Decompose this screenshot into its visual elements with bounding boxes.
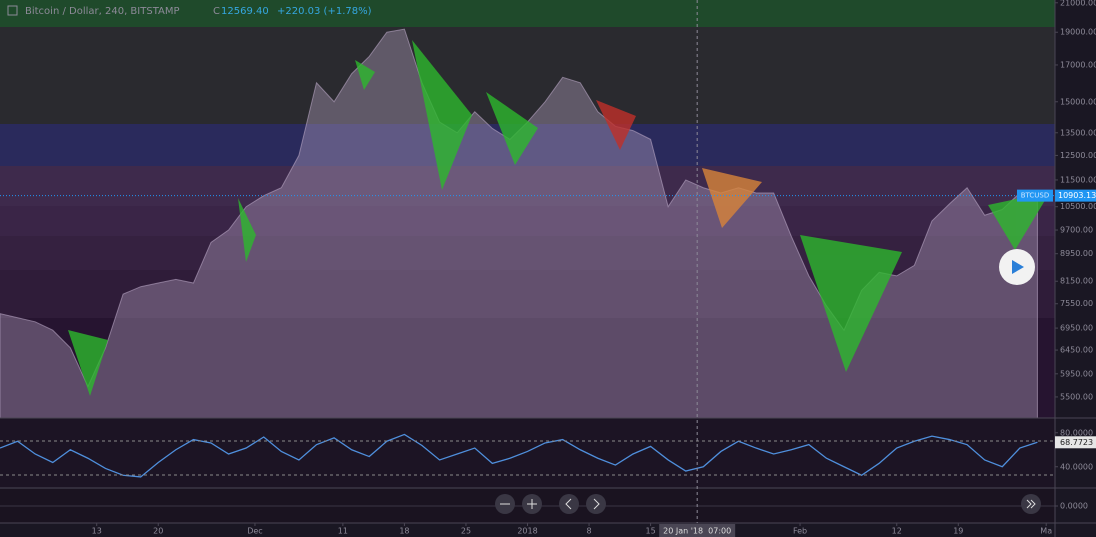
change: +220.03 (+1.78%)	[277, 6, 372, 17]
y-tick-label: 17000.00	[1060, 60, 1096, 69]
x-tick-label: 13	[92, 527, 102, 536]
y-tick-label: 8150.00	[1060, 277, 1093, 286]
zone	[0, 166, 1055, 206]
y-tick-label: 7550.00	[1060, 299, 1093, 308]
icon	[565, 498, 572, 510]
axis-bg	[1055, 0, 1096, 537]
scroll-right[interactable]	[586, 494, 606, 514]
close-value: 12569.40	[221, 6, 269, 17]
close-label: C	[213, 6, 220, 17]
zone	[0, 27, 1055, 124]
x-tick-label: 19	[953, 527, 963, 536]
y-tick-label: 5500.00	[1060, 392, 1093, 401]
pattern	[238, 198, 256, 262]
x-tick-label: Dec	[247, 527, 262, 536]
y-tick-label: 8950.00	[1060, 249, 1093, 258]
icon	[527, 499, 537, 509]
y-tick-label: 11500.00	[1060, 175, 1096, 184]
pattern	[800, 235, 902, 372]
y-tick-label: 10500.00	[1060, 202, 1096, 211]
pattern	[68, 330, 108, 396]
y-tick-label: 21000.00	[1060, 0, 1096, 7]
pattern	[596, 100, 636, 150]
y-tick-label: 5950.00	[1060, 369, 1093, 378]
rsi-value: 68.7723	[1060, 438, 1093, 447]
y-tick-label: 9700.00	[1060, 226, 1093, 235]
y-tick-label: 40.0000	[1060, 462, 1093, 471]
y-tick-label: 6450.00	[1060, 346, 1093, 355]
pattern	[412, 40, 472, 190]
scroll-left[interactable]	[559, 494, 579, 514]
pattern	[355, 60, 375, 90]
y-tick-label: 80.0000	[1060, 428, 1093, 437]
last-price: 10903.13	[1058, 191, 1096, 200]
rsi-pane-bg	[0, 418, 1055, 488]
icon	[1012, 260, 1024, 274]
patterns	[68, 40, 1050, 396]
x-tick-label: 20	[153, 527, 163, 536]
x-tick-label: 15	[645, 527, 655, 536]
x-tick-label: Ma	[1040, 527, 1052, 536]
y-tick-label: 19000.00	[1060, 28, 1096, 37]
x-tick-label: Feb	[793, 527, 807, 536]
x-tick-label: 25	[461, 527, 471, 536]
pattern	[988, 192, 1050, 250]
zone	[0, 0, 1055, 27]
crosshair-label-box	[659, 524, 736, 537]
legend-icon[interactable]	[7, 5, 18, 16]
symbol-tag: BTCUSD	[1021, 192, 1050, 200]
y-tick-label: 0.0000	[1060, 502, 1088, 511]
y-tick-label: 6950.00	[1060, 324, 1093, 333]
y-tick-label: 13500.00	[1060, 128, 1096, 137]
crosshair-label: 20 Jan '18 07:00	[663, 527, 731, 536]
y-tick-label: 12500.00	[1060, 151, 1096, 160]
pattern	[486, 92, 538, 165]
x-tick-label: 18	[399, 527, 409, 536]
rsi-line	[0, 433, 1038, 478]
icon	[593, 498, 600, 510]
symbol-tag-box	[1017, 189, 1053, 202]
x-tick-label: 11	[338, 527, 348, 536]
x-tick-label: 2018	[517, 527, 537, 536]
y-tick-label: 15000.00	[1060, 97, 1096, 106]
zone	[0, 206, 1055, 236]
rsi-value-box	[1055, 436, 1096, 449]
pattern	[702, 168, 762, 228]
symbol-title: Bitcoin / Dollar, 240, BITSTAMP	[25, 6, 180, 17]
zoom-controls	[495, 249, 1041, 514]
x-tick-label: 8	[586, 527, 591, 536]
last-price-box	[1055, 189, 1096, 202]
x-tick-label: 12	[892, 527, 902, 536]
icon	[1026, 499, 1036, 509]
